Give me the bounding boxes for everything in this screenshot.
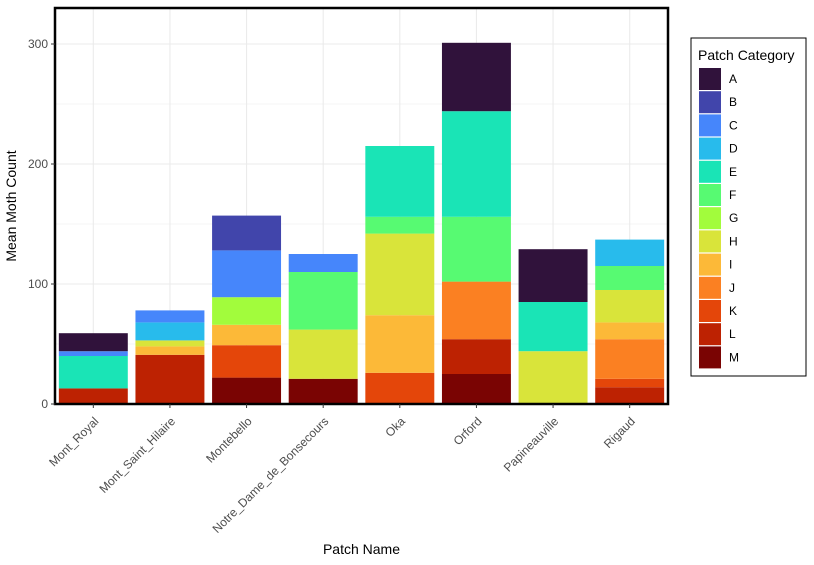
legend-key-e (699, 160, 721, 183)
bar-segment-e (518, 302, 588, 352)
legend-label: F (729, 188, 736, 202)
bar-segment-d (135, 322, 205, 341)
bar-segment-a (441, 42, 511, 112)
legend-title: Patch Category (698, 47, 795, 63)
bar-segment-i (135, 346, 205, 355)
bar-segment-e (365, 146, 435, 217)
bar-segment-m (441, 374, 511, 404)
legend-key-h (699, 230, 721, 253)
bar-segment-e (58, 356, 128, 389)
bar-segment-f (288, 272, 358, 330)
y-tick-label: 100 (28, 277, 48, 291)
bar-segment-m (288, 378, 358, 404)
x-tick-label: Mont_Saint_Hilaire (96, 414, 178, 496)
bar-segment-h (518, 351, 588, 404)
legend-label: J (729, 281, 735, 295)
bar-segment-e (441, 111, 511, 217)
x-tick-label: Oka (382, 414, 408, 440)
bar-segment-l (135, 354, 205, 404)
bar-segment-h (135, 340, 205, 347)
legend-label: K (729, 304, 737, 318)
plot-panel-border (53, 6, 670, 406)
bar-segment-a (518, 249, 588, 302)
y-tick-label: 300 (28, 37, 48, 51)
legend-label: B (729, 95, 737, 109)
legend-key-f (699, 184, 721, 206)
bar-segment-h (365, 233, 435, 316)
bar-segment-i (212, 324, 282, 346)
x-tick-label: Orford (451, 414, 485, 448)
legend-label: D (729, 142, 738, 156)
bar-segment-k (595, 378, 665, 388)
bar-segment-k (365, 372, 435, 404)
x-tick-label: Mont_Royal (46, 414, 101, 469)
bar-segment-j (441, 281, 511, 340)
legend-key-b (699, 91, 721, 114)
legend-label: H (729, 234, 738, 248)
legend-key-m (699, 346, 721, 369)
legend-key-c (699, 114, 721, 137)
bar-segment-i (365, 315, 435, 373)
legend-label: E (729, 165, 737, 179)
x-tick-label: Papineauville (501, 414, 562, 475)
y-tick-label: 0 (41, 397, 48, 411)
legend-label: L (729, 327, 736, 341)
bar-segment-d (595, 239, 665, 266)
legend-label: G (729, 211, 738, 225)
legend-key-d (699, 137, 721, 160)
bar-segment-b (212, 215, 282, 251)
y-tick-label: 200 (28, 157, 48, 171)
bar-segment-i (595, 322, 665, 340)
bar-segment-a (58, 333, 128, 352)
legend-key-l (699, 323, 721, 346)
bar-segment-m (212, 377, 282, 404)
bar-segment-g (212, 297, 282, 325)
x-tick-label: Rigaud (601, 414, 638, 451)
bar-segment-j (595, 339, 665, 379)
bar-segment-c (212, 250, 282, 298)
bar-segment-f (365, 216, 435, 234)
y-axis-title: Mean Moth Count (3, 150, 19, 261)
bar-segment-k (212, 345, 282, 378)
bars (58, 42, 665, 404)
bar-segment-h (595, 290, 665, 323)
x-tick-label: Montebello (203, 414, 255, 466)
legend-label: I (729, 258, 732, 272)
legend-label: M (729, 350, 739, 364)
y-axis: 0 100 200 300 (28, 37, 55, 411)
legend-label: A (729, 72, 737, 86)
x-axis-title: Patch Name (323, 541, 400, 557)
bar-segment-c (58, 351, 128, 356)
legend-key-j (699, 276, 721, 299)
legend-key-a (699, 68, 721, 90)
legend-label: C (729, 118, 738, 132)
bar-segment-f (595, 266, 665, 290)
bar-segment-f (441, 216, 511, 282)
bar-segment-c (135, 310, 205, 323)
legend-key-k (699, 300, 721, 322)
legend-key-g (699, 207, 721, 230)
bar-segment-h (288, 329, 358, 379)
bar-segment-l (58, 388, 128, 404)
bar-segment-l (595, 387, 665, 404)
bar-segment-l (441, 339, 511, 374)
legend-key-i (699, 253, 721, 276)
bar-segment-c (288, 254, 358, 272)
